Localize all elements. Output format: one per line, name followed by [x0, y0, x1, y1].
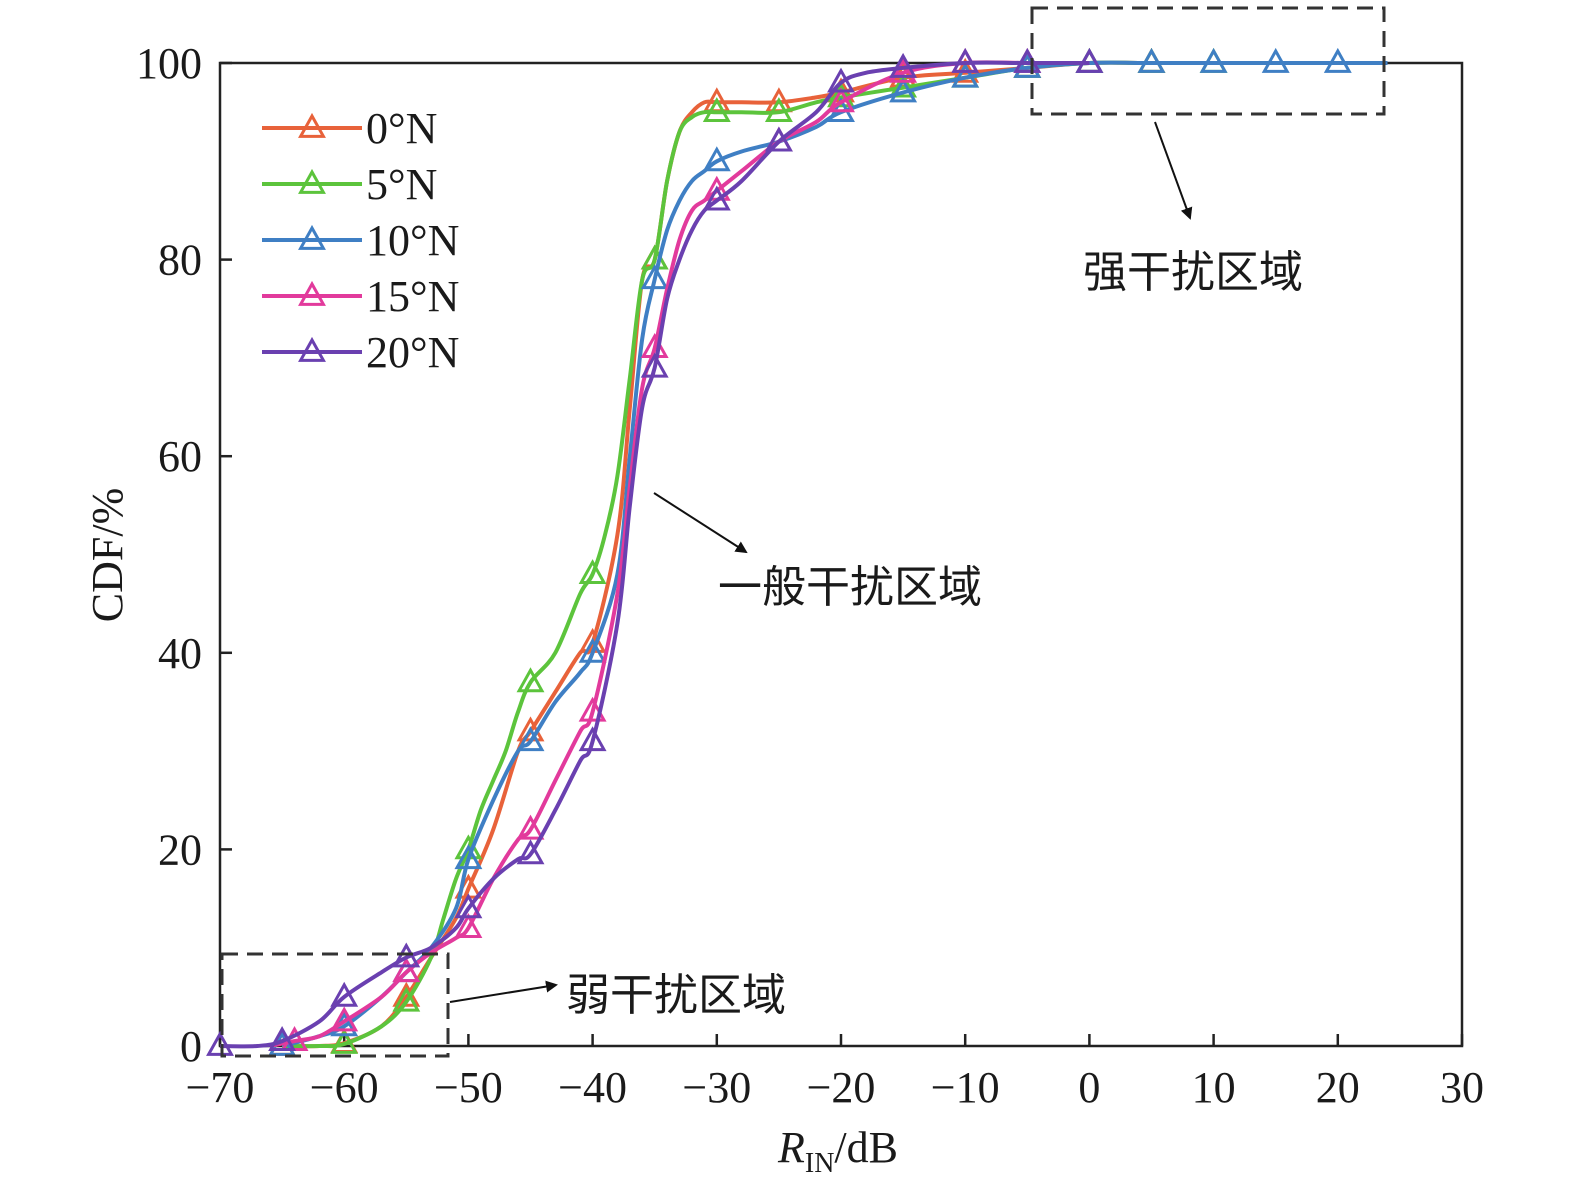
x-tick-label: −10	[931, 1063, 1000, 1112]
legend-entry: 20°N	[262, 328, 459, 377]
series-marker	[1075, 47, 1104, 73]
series-marker	[827, 67, 855, 93]
series-marker	[702, 97, 731, 123]
plot-frame	[218, 61, 1464, 1048]
x-tick-label: −70	[186, 1063, 255, 1112]
series-marker	[578, 559, 607, 585]
strong-region-label: 强干扰区域	[1083, 247, 1303, 298]
series-marker	[516, 839, 545, 865]
series-marker	[889, 77, 918, 103]
series-marker	[392, 957, 421, 983]
series-marker	[889, 52, 918, 78]
series-marker	[268, 1026, 297, 1051]
series-marker	[702, 185, 731, 211]
series-line	[269, 60, 1090, 1048]
x-tick-label: 10	[1192, 1063, 1236, 1112]
series-2	[282, 47, 1388, 1054]
legend-marker	[298, 280, 326, 306]
x-tick-label: 0	[1078, 1063, 1100, 1112]
series-layer	[206, 47, 1388, 1056]
series-marker	[1323, 47, 1352, 73]
legend: 0°N 5°N 10°N 15°N 20°N	[262, 104, 459, 377]
weak-region-arrow	[449, 980, 558, 1003]
x-axis-title-unit: /dB	[834, 1123, 898, 1172]
series-marker	[330, 1028, 359, 1054]
x-tick-label: −50	[434, 1063, 503, 1112]
series-3	[268, 47, 1388, 1056]
legend-entry: 15°N	[262, 272, 459, 321]
series-marker	[827, 87, 855, 113]
series-marker	[454, 893, 483, 919]
series-marker	[1261, 47, 1290, 73]
strong-region-arrow	[1154, 121, 1193, 220]
legend-entry: 0°N	[262, 104, 437, 153]
legend-label: 0°N	[366, 104, 437, 153]
legend-marker	[298, 112, 326, 138]
x-axis-title: RIN/dB	[777, 1123, 898, 1179]
x-axis-title-main: R	[777, 1123, 805, 1172]
series-marker	[516, 814, 545, 840]
series-line	[281, 60, 1388, 1048]
y-tick-label: 60	[158, 432, 202, 481]
x-tick-label: 30	[1440, 1063, 1484, 1112]
series-marker	[640, 352, 669, 378]
axes: −70 −60 −50 −40 −30 −20 −10 0 10 20 30 0 20 40 60 80 100	[136, 39, 1484, 1112]
series-marker	[392, 942, 421, 968]
x-tick-label: −20	[807, 1063, 876, 1112]
y-tick-label: 20	[158, 825, 202, 874]
series-marker	[454, 844, 483, 870]
series-line	[219, 60, 1090, 1049]
series-marker	[889, 72, 918, 98]
series-line	[282, 60, 1388, 1049]
series-marker	[640, 264, 669, 290]
series-marker	[516, 667, 545, 693]
legend-label: 20°N	[366, 328, 459, 377]
series-marker	[578, 637, 607, 663]
series-marker	[516, 726, 545, 752]
legend-label: 10°N	[366, 216, 459, 265]
series-marker	[578, 726, 607, 752]
x-tick-label: −60	[310, 1063, 379, 1112]
general-region-arrow	[653, 492, 748, 554]
y-tick-label: 80	[158, 236, 202, 285]
series-marker	[392, 986, 421, 1012]
y-axis-title: CDF/%	[83, 488, 132, 622]
series-1	[268, 47, 1388, 1056]
series-marker	[827, 82, 855, 108]
legend-entry: 5°N	[262, 160, 437, 209]
legend-label: 15°N	[366, 272, 459, 321]
y-tick-label: 0	[180, 1022, 202, 1071]
series-marker	[889, 57, 918, 83]
weak-region-label: 弱干扰区域	[566, 970, 786, 1021]
series-5	[206, 47, 1104, 1056]
weak-region-box	[220, 952, 450, 1058]
legend-marker	[298, 168, 326, 194]
series-marker	[764, 126, 793, 152]
legend-marker	[298, 224, 326, 250]
series-marker	[330, 981, 359, 1007]
x-axis-title-sub: IN	[805, 1148, 835, 1179]
y-tick-label: 100	[136, 39, 202, 88]
legend-label: 5°N	[366, 160, 437, 209]
series-marker	[951, 62, 980, 88]
series-marker	[206, 1030, 234, 1056]
series-marker	[764, 97, 793, 123]
series-marker	[1137, 47, 1166, 73]
x-tick-label: 20	[1316, 1063, 1360, 1112]
general-region-label: 一般干扰区域	[718, 562, 982, 613]
x-tick-label: −30	[682, 1063, 751, 1112]
series-marker	[330, 1006, 359, 1032]
series-marker	[454, 912, 483, 938]
legend-marker	[298, 336, 326, 362]
strong-region-box	[1030, 6, 1386, 116]
series-marker	[951, 47, 980, 73]
series-marker	[702, 146, 731, 172]
x-tick-label: −40	[558, 1063, 627, 1112]
y-tick-label: 40	[158, 629, 202, 678]
legend-entry: 10°N	[262, 216, 459, 265]
series-marker	[1199, 47, 1228, 73]
